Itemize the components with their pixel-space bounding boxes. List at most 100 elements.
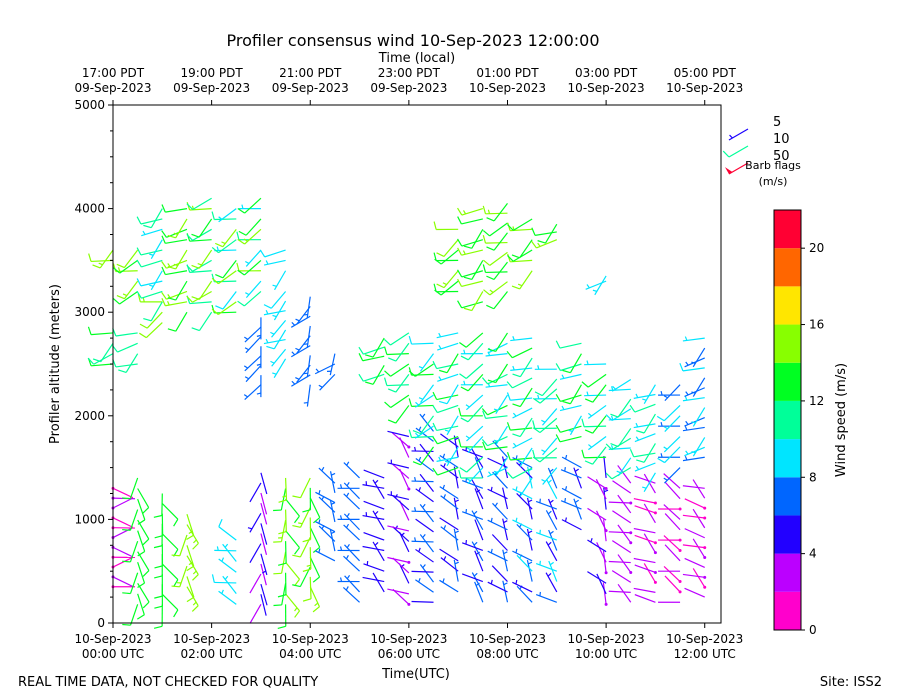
- wind-barb: [408, 429, 434, 439]
- wind-barb: [545, 510, 558, 531]
- barb-calm: [678, 538, 682, 542]
- x-tick-time: 00:00 UTC: [82, 647, 144, 661]
- barb-full: [191, 296, 200, 300]
- wind-barb: [692, 568, 707, 589]
- barb-half: [564, 467, 566, 472]
- barb-full: [173, 609, 179, 618]
- barb-full: [236, 262, 240, 272]
- wind-barb: [658, 538, 682, 542]
- barb-full: [581, 418, 585, 427]
- barb-full: [555, 363, 561, 371]
- barb-half: [443, 556, 447, 561]
- wind-barb: [412, 415, 435, 435]
- barb-full: [215, 274, 224, 279]
- wind-barb: [493, 456, 508, 477]
- barb-half: [691, 451, 696, 454]
- barb-staff: [664, 544, 681, 562]
- barb-full: [278, 562, 287, 566]
- barb-half: [503, 520, 508, 524]
- wind-barb: [260, 502, 268, 525]
- wind-barb: [437, 342, 459, 351]
- barb-full: [533, 397, 541, 404]
- wind-barb: [161, 235, 188, 244]
- barb-full: [87, 326, 92, 335]
- barb-half: [167, 301, 170, 306]
- barb-staff: [362, 576, 385, 583]
- wind-barb: [136, 247, 163, 256]
- wind-barb: [691, 347, 706, 368]
- wind-barb: [460, 380, 483, 386]
- barb-staff: [617, 554, 632, 573]
- barb-half: [635, 465, 640, 470]
- wind-barb: [663, 504, 681, 520]
- wind-barb: [581, 418, 607, 428]
- wind-barb: [270, 319, 287, 338]
- barb-staff: [485, 446, 508, 451]
- wind-barb: [502, 487, 509, 510]
- wind-barb: [436, 332, 459, 339]
- barb-staff: [461, 301, 483, 309]
- wind-barb: [487, 363, 508, 384]
- wind-barb: [244, 326, 262, 343]
- barb-staff: [300, 477, 311, 498]
- wind-barb: [244, 336, 262, 354]
- barb-staff: [439, 517, 459, 531]
- wind-barb: [633, 498, 657, 505]
- barb-full: [294, 578, 300, 587]
- wind-barb: [512, 579, 533, 593]
- barb-staff: [284, 509, 287, 532]
- barb-full: [139, 323, 148, 329]
- wind-barb: [658, 390, 681, 396]
- wind-barb: [309, 527, 321, 553]
- barb-full: [192, 574, 199, 581]
- x-tick-time: 02:00 UTC: [181, 647, 243, 661]
- barb-full: [211, 574, 215, 583]
- barb-staff: [596, 573, 607, 595]
- barb-half: [635, 422, 639, 428]
- barb-staff: [559, 435, 582, 443]
- wind-barb: [512, 548, 533, 562]
- barb-half: [414, 446, 417, 452]
- barb-full: [506, 351, 513, 359]
- wind-barb: [474, 519, 484, 541]
- wind-barb: [122, 477, 139, 500]
- barb-staff: [471, 448, 484, 468]
- wind-barb: [278, 477, 288, 503]
- barb-staff: [218, 526, 237, 541]
- barb-full: [161, 292, 167, 300]
- barb-half: [528, 530, 533, 534]
- barb-staff: [411, 540, 434, 543]
- barb-staff: [634, 594, 656, 603]
- barb-half: [515, 579, 518, 585]
- wind-barb: [573, 467, 583, 489]
- wind-barb: [684, 387, 705, 398]
- barb-staff: [437, 404, 459, 414]
- barb-staff: [539, 447, 558, 463]
- barb-half: [438, 344, 442, 350]
- wind-barb: [510, 336, 533, 342]
- barb-half: [418, 397, 424, 400]
- wind-barb: [684, 557, 705, 568]
- barb-half: [98, 262, 103, 266]
- wind-barb: [161, 503, 179, 527]
- barb-staff: [611, 437, 632, 451]
- barb-half: [346, 512, 350, 518]
- barb-half: [192, 601, 197, 606]
- barb-half: [295, 318, 300, 322]
- wind-barb: [634, 505, 657, 515]
- wind-barb: [337, 546, 360, 552]
- barb-full: [629, 448, 635, 458]
- barb-full: [153, 514, 163, 518]
- barb-full: [486, 275, 495, 281]
- barb-half: [438, 456, 442, 461]
- barb-full: [581, 449, 585, 458]
- barb-full: [122, 623, 131, 626]
- barb-staff: [395, 342, 410, 362]
- wind-barb: [391, 463, 410, 479]
- barb-full: [237, 300, 245, 307]
- wind-barb: [137, 293, 163, 303]
- barb-full: [463, 276, 472, 281]
- wind-barb: [684, 357, 705, 368]
- barb-full: [122, 560, 131, 563]
- barb-full: [263, 304, 272, 309]
